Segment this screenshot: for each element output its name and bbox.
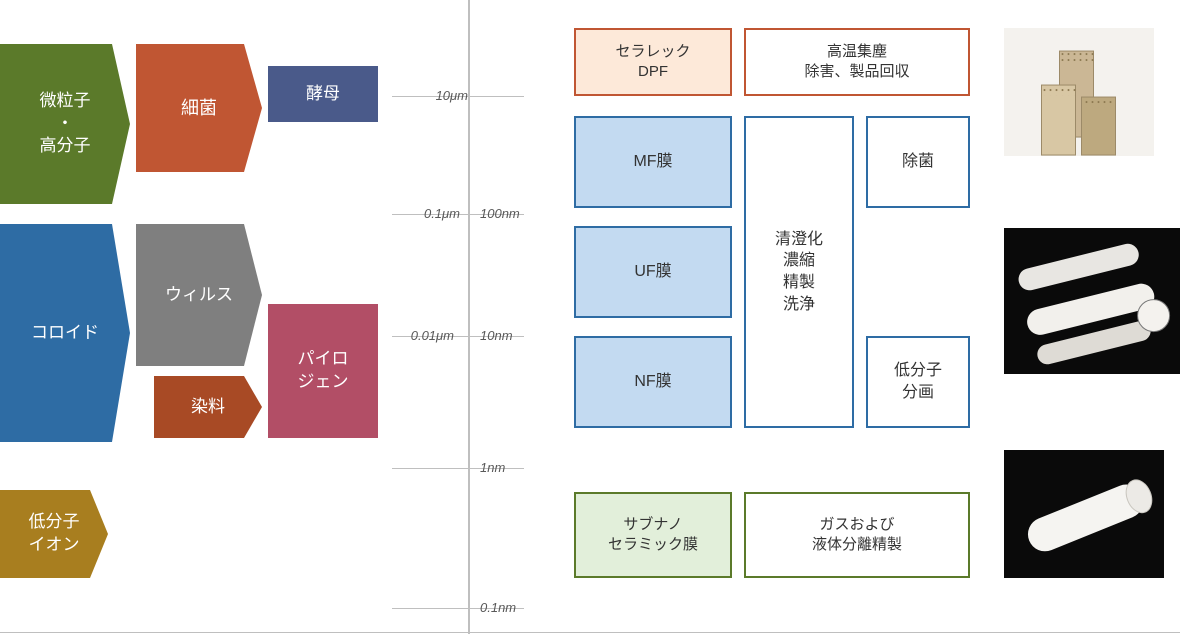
particle-box-yeast: 酵母 <box>268 66 378 122</box>
product-box-label: サブナノ セラミック膜 <box>602 515 704 556</box>
product-box-mf-membrane: MF膜 <box>574 116 732 208</box>
product-photo-photo-tubes <box>1004 228 1180 374</box>
product-box-high-temp-dust: 高温集塵 除害、製品回収 <box>744 28 970 96</box>
product-box-label: UF膜 <box>628 261 677 283</box>
product-box-label: 除菌 <box>896 151 940 173</box>
product-box-subnano-ceramic: サブナノ セラミック膜 <box>574 492 732 578</box>
product-box-low-mol-fraction: 低分子 分画 <box>866 336 970 428</box>
product-box-label: MF膜 <box>627 151 678 173</box>
product-photo-photo-honeycomb <box>1004 28 1154 156</box>
particle-box-fine-particle-polymer: 微粒子 ・ 高分子 <box>0 44 130 204</box>
baseline <box>0 632 1180 633</box>
scale-label-s0.1um: 0.1μm <box>424 206 460 221</box>
product-box-label: 高温集塵 除害、製品回収 <box>798 42 915 83</box>
product-box-uf-membrane: UF膜 <box>574 226 732 318</box>
scale-label-s100nm: 100nm <box>480 206 520 221</box>
product-box-clarify-etc: 清澄化 濃縮 精製 洗浄 <box>744 116 854 428</box>
scale-label-s10um: 10μm <box>436 88 468 103</box>
particle-box-dye: 染料 <box>154 376 262 438</box>
product-photo-photo-rod <box>1004 450 1164 578</box>
product-box-ceralec-dpf: セラレック DPF <box>574 28 732 96</box>
particle-box-label: コロイド <box>25 322 105 345</box>
particle-box-colloid: コロイド <box>0 224 130 442</box>
product-box-sterilize: 除菌 <box>866 116 970 208</box>
particle-box-low-mol-ion: 低分子 イオン <box>0 490 108 578</box>
particle-box-label: ウィルス <box>159 284 239 307</box>
scale-label-s10nm: 10nm <box>480 328 513 343</box>
product-box-label: ガスおよび 液体分離精製 <box>806 515 908 556</box>
product-box-label: 清澄化 濃縮 精製 洗浄 <box>769 229 829 315</box>
particle-box-virus: ウィルス <box>136 224 262 366</box>
scale-label-s0.01um: 0.01μm <box>411 328 454 343</box>
particle-box-label: 微粒子 ・ 高分子 <box>34 90 97 159</box>
scale-label-s1nm: 1nm <box>480 460 505 475</box>
particle-box-label: 酵母 <box>300 83 346 106</box>
particle-box-label: パイロ ジェン <box>292 348 355 394</box>
scale-label-s0.1nm: 0.1nm <box>480 600 516 615</box>
particle-box-label: 細菌 <box>175 96 223 120</box>
product-box-label: 低分子 分画 <box>888 360 948 403</box>
particle-box-label: 低分子 イオン <box>23 511 86 557</box>
diagram-stage: 微粒子 ・ 高分子 細菌 酵母コロイド ウィルス染料 パイロ ジェン低分子 イオン 10μ… <box>0 0 1180 634</box>
product-box-label: NF膜 <box>628 371 677 393</box>
particle-box-pyrogen: パイロ ジェン <box>268 304 378 438</box>
particle-box-bacteria: 細菌 <box>136 44 262 172</box>
product-box-gas-liquid-sep: ガスおよび 液体分離精製 <box>744 492 970 578</box>
product-box-label: セラレック DPF <box>609 42 696 83</box>
product-box-nf-membrane: NF膜 <box>574 336 732 428</box>
particle-box-label: 染料 <box>185 396 231 419</box>
